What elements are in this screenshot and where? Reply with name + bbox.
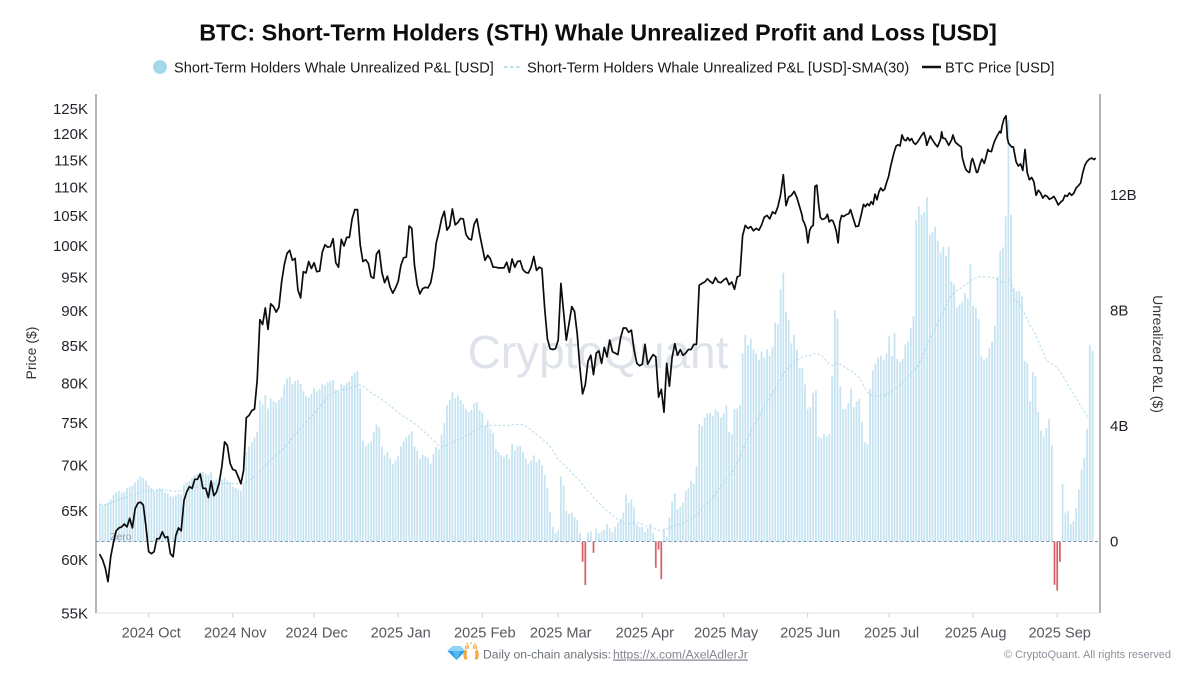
svg-text:2025 Sep: 2025 Sep <box>1028 626 1091 642</box>
svg-text:0: 0 <box>1110 534 1118 551</box>
svg-text:90K: 90K <box>61 303 88 320</box>
svg-text:2024 Oct: 2024 Oct <box>122 626 181 642</box>
svg-text:2025 Jan: 2025 Jan <box>371 626 431 642</box>
svg-text:Short-Term Holders Whale Unrea: Short-Term Holders Whale Unrealized P&L … <box>527 60 909 76</box>
svg-text:Price ($): Price ($) <box>23 327 39 380</box>
svg-text:85K: 85K <box>61 338 88 355</box>
svg-text:125K: 125K <box>53 101 88 118</box>
svg-text:8B: 8B <box>1110 303 1128 320</box>
svg-text:65K: 65K <box>61 503 88 520</box>
svg-text:2024 Dec: 2024 Dec <box>285 626 347 642</box>
svg-text:115K: 115K <box>54 152 88 169</box>
svg-text:12B: 12B <box>1110 187 1137 204</box>
svg-text:2025 Feb: 2025 Feb <box>454 626 516 642</box>
svg-text:75K: 75K <box>61 415 88 432</box>
svg-text:100K: 100K <box>53 238 88 255</box>
svg-text:2025 Apr: 2025 Apr <box>616 626 675 642</box>
svg-text:Unrealized P&L ($): Unrealized P&L ($) <box>1150 295 1166 413</box>
svg-text:105K: 105K <box>53 208 88 225</box>
svg-text:4B: 4B <box>1110 418 1128 435</box>
svg-text:2025 Mar: 2025 Mar <box>530 626 592 642</box>
svg-text:BTC: Short-Term Holders (STH): BTC: Short-Term Holders (STH) Whale Unre… <box>199 20 997 46</box>
svg-text:2025 May: 2025 May <box>694 626 759 642</box>
svg-text:https://x.com/AxelAdlerJr: https://x.com/AxelAdlerJr <box>613 648 748 662</box>
svg-text:2025 Jun: 2025 Jun <box>780 626 840 642</box>
svg-text:Short-Term Holders Whale Unrea: Short-Term Holders Whale Unrealized P&L … <box>174 60 494 76</box>
svg-text:120K: 120K <box>53 126 88 143</box>
svg-text:BTC Price [USD]: BTC Price [USD] <box>945 60 1054 76</box>
svg-text:80K: 80K <box>61 375 88 392</box>
svg-text:70K: 70K <box>61 457 88 474</box>
svg-text:60K: 60K <box>61 552 88 569</box>
svg-text:110K: 110K <box>54 180 88 197</box>
svg-text:2024 Nov: 2024 Nov <box>204 626 267 642</box>
svg-text:55K: 55K <box>61 606 88 623</box>
svg-text:© CryptoQuant. All rights rese: © CryptoQuant. All rights reserved <box>1004 649 1171 661</box>
svg-text:2025 Aug: 2025 Aug <box>945 626 1007 642</box>
svg-text:Daily on-chain analysis:: Daily on-chain analysis: <box>483 648 611 662</box>
svg-text:95K: 95K <box>61 270 88 287</box>
svg-text:2025 Jul: 2025 Jul <box>864 626 919 642</box>
